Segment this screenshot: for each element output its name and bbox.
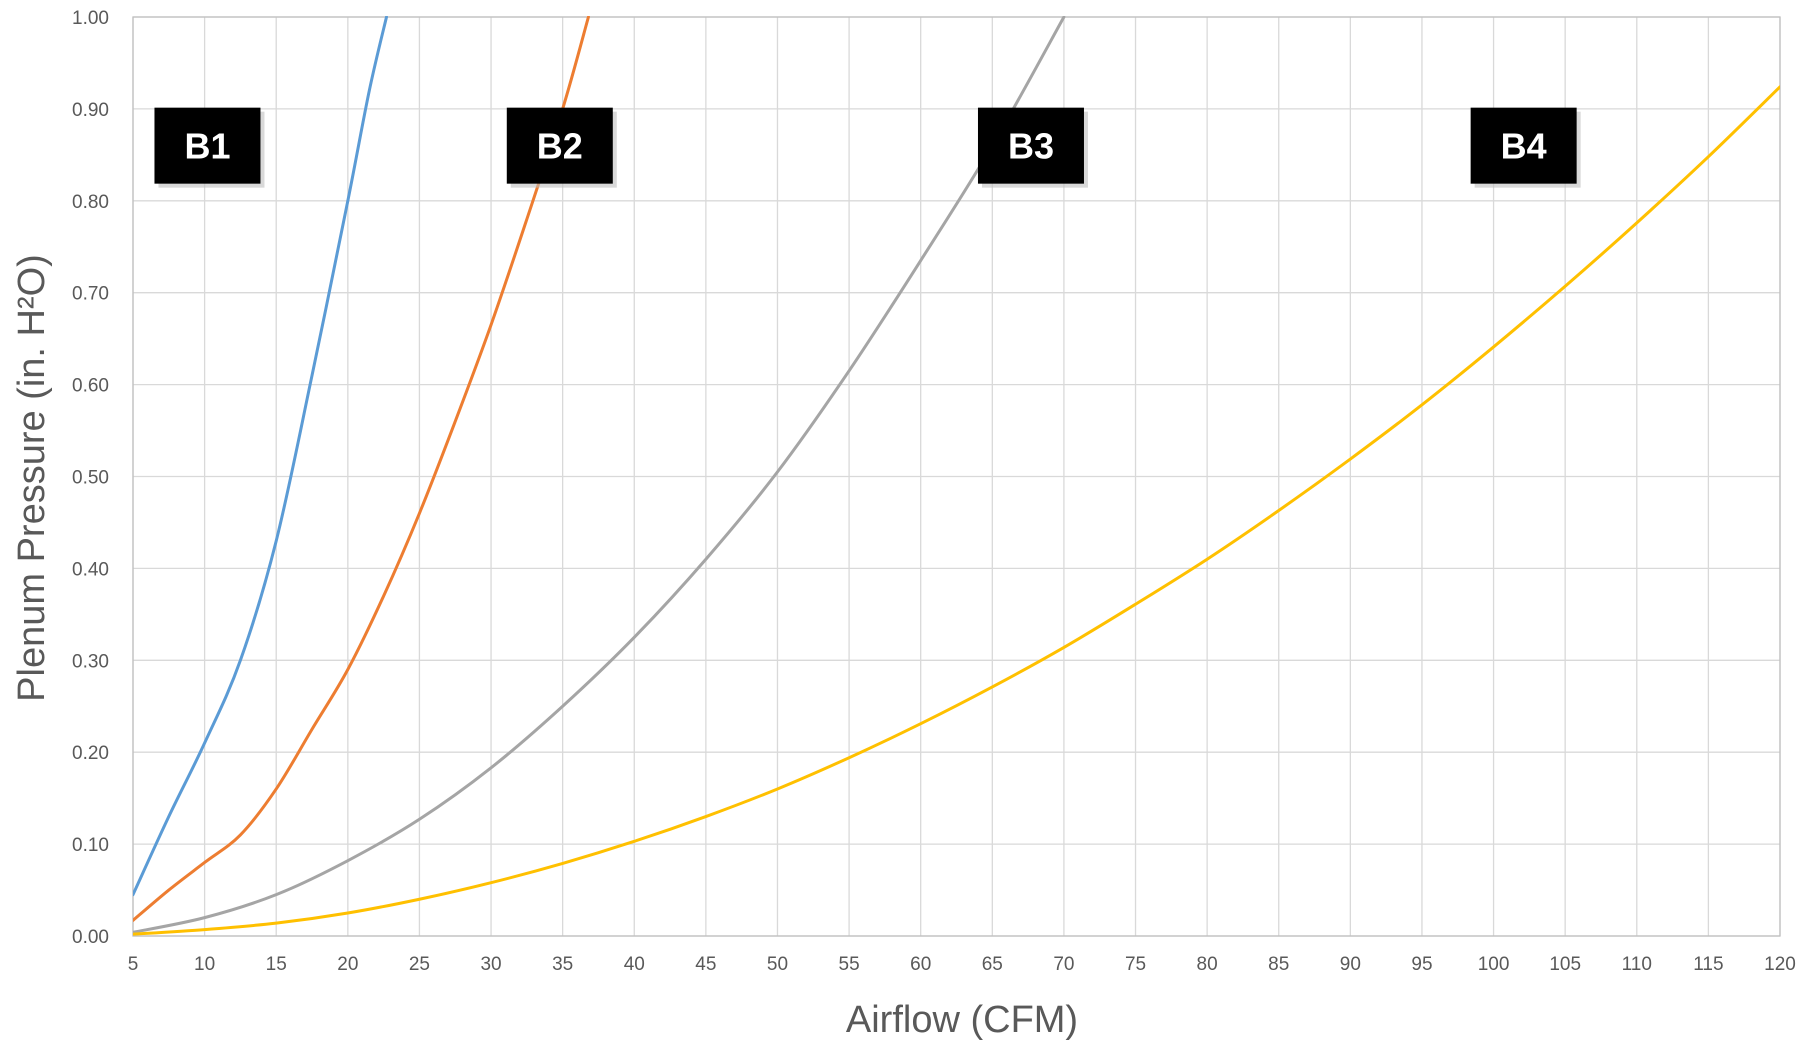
series-label-text: B1 [184, 126, 230, 167]
x-tick-label: 85 [1268, 954, 1289, 975]
y-tick-label: 0.00 [72, 927, 109, 948]
x-tick-label: 115 [1693, 954, 1723, 975]
series-label-text: B2 [537, 126, 583, 167]
series-label-box [506, 107, 613, 184]
plot-border [132, 16, 1781, 937]
y-tick-label: 0.80 [72, 192, 109, 213]
x-tick-label: 45 [695, 954, 716, 975]
x-tick-label: 25 [409, 954, 430, 975]
series-label-box [1470, 107, 1577, 184]
x-tick-label: 100 [1478, 954, 1510, 975]
series-label-text: B4 [1501, 126, 1547, 167]
y-tick-label: 0.20 [72, 743, 109, 764]
y-axis-ticks: 0.00 0.10 0.20 0.30 0.40 0.50 0.60 0.70 0.80 0.90… [72, 8, 109, 948]
series-line-b1 [133, 16, 388, 897]
x-tick-label: 70 [1053, 954, 1074, 975]
y-tick-label: 0.70 [72, 284, 109, 305]
series-label-boxes: B1 B2 B3 B4 [154, 107, 1581, 188]
series-label-box [977, 107, 1084, 184]
x-tick-label: 90 [1340, 954, 1361, 975]
x-tick-label: 60 [910, 954, 931, 975]
y-tick-label: 0.30 [72, 651, 109, 672]
x-tick-label: 120 [1764, 954, 1796, 975]
x-tick-label: 110 [1622, 954, 1652, 975]
series-label-b2: B2 [506, 107, 617, 188]
series-label-b1: B1 [154, 107, 265, 188]
y-tick-label: 0.60 [72, 376, 109, 397]
x-tick-label: 55 [839, 954, 860, 975]
x-tick-label: 10 [194, 954, 215, 975]
y-axis-title: Plenum Pressure (in. H²O) [11, 254, 53, 702]
x-tick-label: 5 [128, 954, 139, 975]
y-tick-label: 1.00 [72, 8, 109, 29]
x-tick-label: 15 [266, 954, 287, 975]
x-tick-label: 65 [982, 954, 1003, 975]
x-tick-label: 20 [337, 954, 358, 975]
series-label-b4: B4 [1470, 107, 1581, 188]
series-line-b2 [133, 16, 590, 922]
series-label-text: B3 [1008, 126, 1054, 167]
series-label-b3: B3 [977, 107, 1088, 188]
x-axis-ticks: 5 10 15 20 25 30 35 40 45 50 55 60 65 70 75 80 85 90 95 100… [128, 954, 1796, 975]
x-tick-label: 95 [1411, 954, 1432, 975]
y-tick-label: 0.10 [72, 835, 109, 856]
y-tick-label: 0.40 [72, 559, 109, 580]
series-line-b3 [133, 16, 1066, 934]
y-tick-label: 0.50 [72, 468, 109, 489]
y-tick-label: 0.90 [72, 100, 109, 121]
x-tick-label: 80 [1197, 954, 1218, 975]
chart-grid [132, 16, 1781, 937]
series-label-box [154, 107, 261, 184]
x-tick-label: 40 [624, 954, 645, 975]
x-tick-label: 105 [1549, 954, 1581, 975]
series-lines [133, 16, 1780, 936]
series-line-b4 [133, 85, 1780, 936]
x-axis-title: Airflow (CFM) [846, 999, 1078, 1041]
x-tick-label: 30 [480, 954, 501, 975]
x-tick-label: 35 [552, 954, 573, 975]
x-tick-label: 50 [767, 954, 788, 975]
x-tick-label: 75 [1125, 954, 1146, 975]
